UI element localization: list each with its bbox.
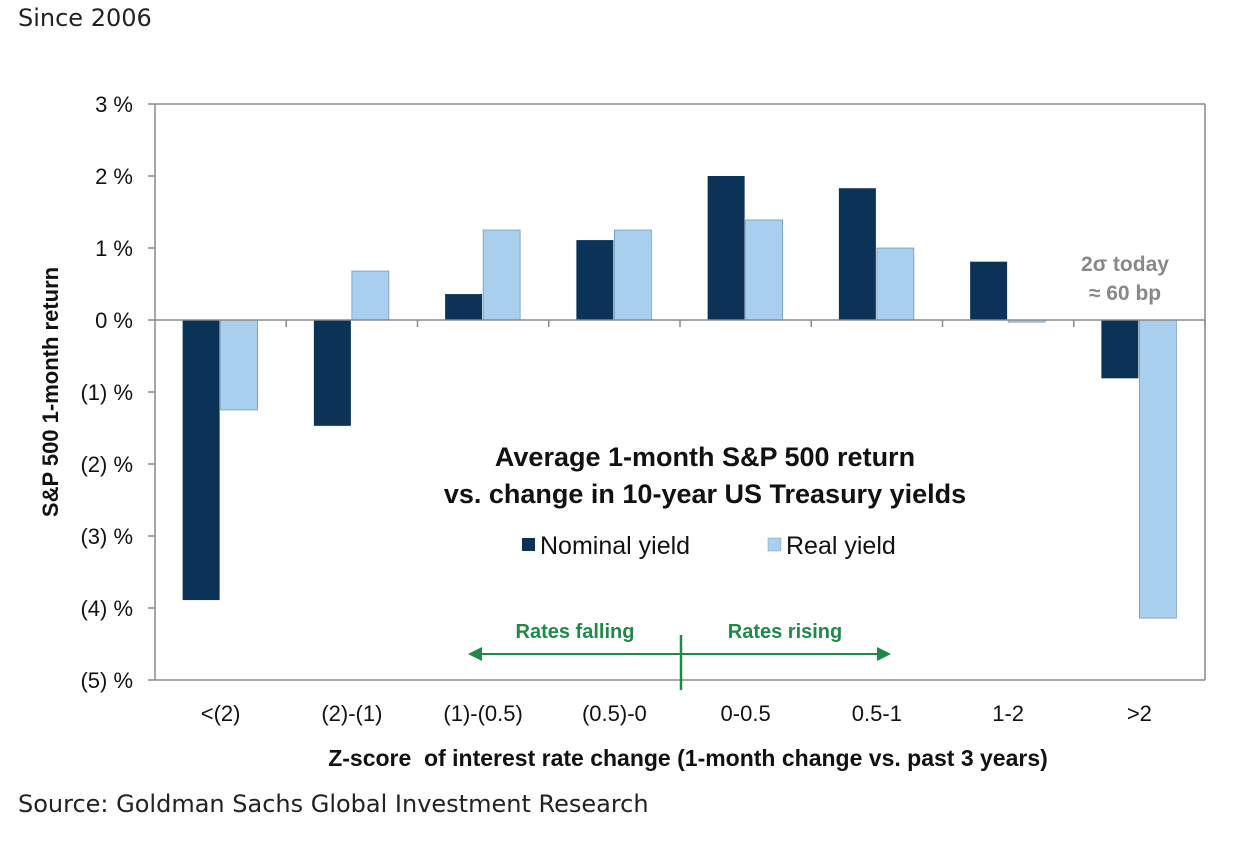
y-tick-label: 1 %	[95, 236, 133, 261]
bar-nominal	[313, 320, 351, 426]
x-tick-label: 1-2	[992, 701, 1024, 726]
annotation-today-line2: ≈ 60 bp	[1089, 282, 1161, 305]
x-tick-label: >2	[1127, 701, 1152, 726]
chart-title-line2: vs. change in 10-year US Treasury yields	[444, 479, 966, 509]
y-tick-label: 3 %	[95, 92, 133, 117]
y-tick-label: 0 %	[95, 308, 133, 333]
x-tick-label: (2)-(1)	[321, 701, 382, 726]
bar-real	[351, 270, 390, 321]
bar-nominal	[576, 240, 614, 320]
x-tick-label: 0.5-1	[852, 701, 902, 726]
bar-nominal	[970, 261, 1008, 320]
y-tick-label: (3) %	[80, 524, 133, 549]
chart-title-line1: Average 1-month S&P 500 return	[495, 442, 915, 472]
y-tick-label: (2) %	[80, 452, 133, 477]
y-tick-label: (5) %	[80, 668, 133, 693]
arrow-right-head	[877, 647, 891, 661]
bar-real	[482, 229, 521, 321]
bar-nominal	[838, 188, 876, 320]
bar-nominal	[445, 294, 483, 320]
legend-swatch-nominal	[522, 538, 535, 551]
x-tick-label: 0-0.5	[721, 701, 771, 726]
bar-real	[1139, 319, 1177, 619]
bar-real	[876, 247, 915, 321]
legend-label-real: Real yield	[786, 532, 896, 560]
y-tick-label: (4) %	[80, 596, 133, 621]
arrow-left-head	[468, 647, 482, 661]
bar-nominal	[182, 320, 220, 601]
annotation-rates-falling: Rates falling	[516, 621, 635, 643]
y-tick-label: 2 %	[95, 164, 133, 189]
x-tick-label: (0.5)-0	[582, 701, 647, 726]
source-note: Source: Goldman Sachs Global Investment …	[18, 790, 649, 818]
x-axis-label: Z-score of interest rate change (1-month…	[328, 745, 1048, 771]
legend-swatch-real	[767, 537, 782, 552]
chart-subtitle: Since 2006	[18, 4, 152, 32]
bar-real	[614, 229, 652, 321]
annotation-rates-rising: Rates rising	[728, 621, 842, 643]
bar-real	[745, 219, 783, 321]
bar-nominal	[1101, 320, 1139, 379]
y-tick-label: (1) %	[80, 380, 133, 405]
y-axis-label: S&P 500 1-month return	[38, 267, 63, 517]
legend-label-nominal: Nominal yield	[540, 532, 690, 560]
bar-nominal	[707, 176, 745, 320]
annotation-today-line1: 2σ today	[1081, 253, 1169, 276]
x-tick-label: <(2)	[201, 701, 241, 726]
x-tick-label: (1)-(0.5)	[443, 701, 522, 726]
bar-real	[220, 319, 258, 411]
